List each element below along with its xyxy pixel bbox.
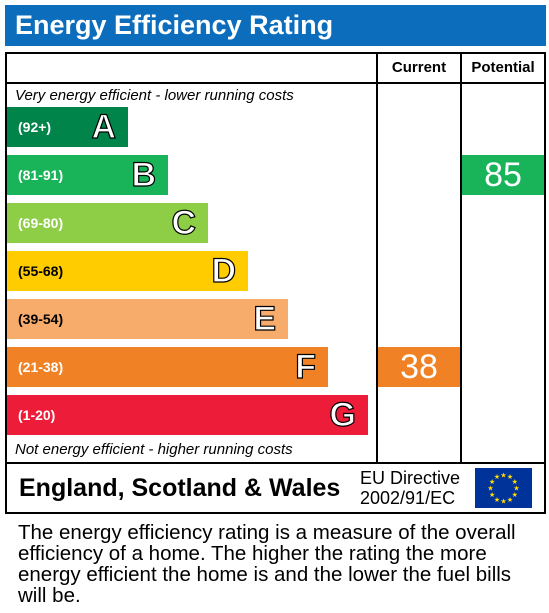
- footnote: The energy efficiency rating is a measur…: [18, 521, 516, 607]
- eu-directive: EU Directive 2002/91/EC: [360, 468, 460, 508]
- band-f: (21-38) F: [7, 347, 328, 387]
- eu-directive-line1: EU Directive: [360, 468, 461, 488]
- eu-star-icon: ★: [507, 496, 513, 504]
- eu-star-icon: ★: [489, 491, 495, 499]
- eu-star-icon: ★: [489, 478, 495, 486]
- eu-star-icon: ★: [507, 473, 513, 481]
- band-letter: F: [295, 347, 317, 386]
- band-letter: A: [91, 107, 117, 146]
- band-e: (39-54) E: [7, 299, 288, 339]
- eu-star-icon: ★: [487, 485, 493, 493]
- band-range: (1-20): [18, 407, 56, 423]
- eu-flag-icon: ★ ★ ★ ★ ★ ★ ★ ★ ★ ★ ★ ★: [475, 468, 532, 508]
- chart-frame: [5, 52, 546, 514]
- eu-star-icon: ★: [494, 473, 500, 481]
- band-range: (55-68): [18, 263, 64, 279]
- footer-rule: [5, 462, 546, 464]
- eu-star-icon: ★: [513, 485, 519, 493]
- band-letter: E: [253, 299, 277, 338]
- chart-title: Energy Efficiency Rating: [5, 5, 546, 46]
- band-a: (92+) A: [7, 107, 128, 147]
- column-header-potential: Potential: [471, 59, 535, 76]
- band-range: (21-38): [18, 359, 64, 375]
- band-b: (81-91) B: [7, 155, 168, 195]
- band-range: (69-80): [18, 215, 64, 231]
- band-letter: C: [171, 203, 197, 242]
- bottom-note: Not energy efficient - higher running co…: [15, 441, 293, 458]
- eu-star-icon: ★: [500, 472, 506, 480]
- band-letter: B: [131, 155, 157, 194]
- band-range: (92+): [18, 119, 52, 135]
- band-c: (69-80) C: [7, 203, 208, 243]
- eu-star-icon: ★: [512, 491, 518, 499]
- eu-star-icon: ★: [500, 498, 506, 506]
- potential-rating: 85: [462, 155, 544, 195]
- band-letter: G: [329, 395, 357, 434]
- divider-current: [376, 52, 378, 462]
- column-header-current: Current: [391, 59, 447, 76]
- band-d: (55-68) D: [7, 251, 248, 291]
- country-label: England, Scotland & Wales: [19, 474, 341, 502]
- eu-directive-line2: 2002/91/EC: [360, 488, 456, 508]
- top-note: Very energy efficient - lower running co…: [15, 87, 294, 104]
- band-letter: D: [211, 251, 237, 290]
- band-g: (1-20) G: [7, 395, 368, 435]
- eu-star-icon: ★: [494, 496, 500, 504]
- divider-potential: [460, 52, 462, 462]
- current-rating: 38: [378, 347, 460, 387]
- band-range: (81-91): [18, 167, 64, 183]
- eu-star-icon: ★: [512, 478, 518, 486]
- header-rule: [5, 82, 546, 84]
- band-range: (39-54): [18, 311, 64, 327]
